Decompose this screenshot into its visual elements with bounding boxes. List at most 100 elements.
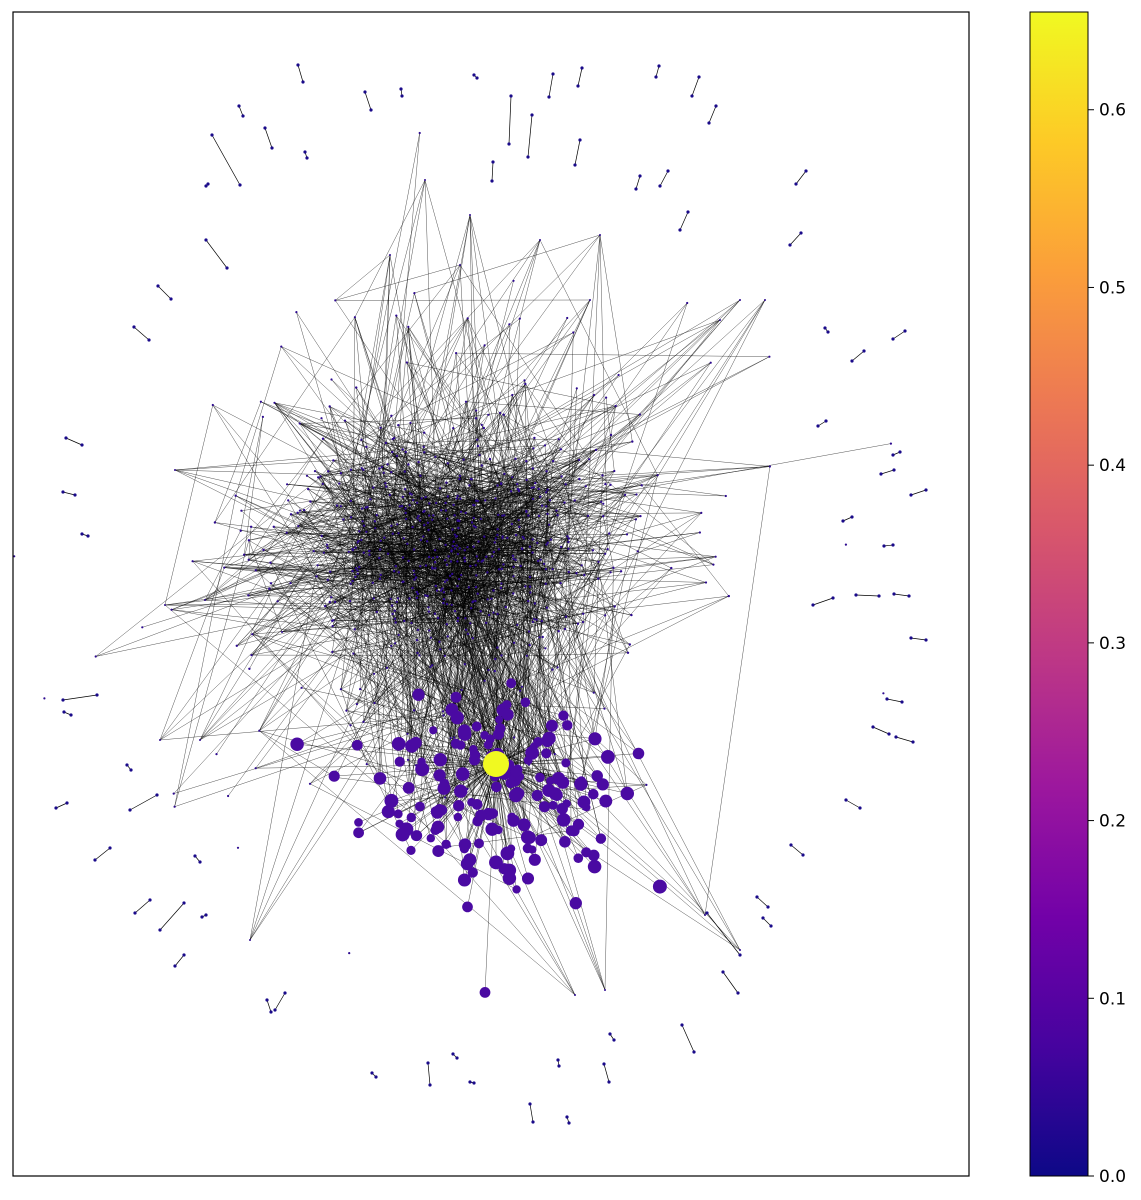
network-node [328,770,340,782]
network-node [415,638,419,642]
network-node [531,551,534,554]
network-node [445,481,448,484]
network-node [924,488,928,492]
network-node [690,94,694,98]
network-node [505,778,516,789]
network-node [539,495,542,498]
network-node [588,788,599,800]
network-node [739,949,741,951]
network-node [544,647,547,650]
network-node [147,338,151,342]
network-node [536,559,540,563]
network-node [736,991,740,995]
network-node [520,830,535,845]
network-node [390,644,393,647]
network-node [148,898,152,902]
network-node [393,436,396,440]
network-node [239,529,242,532]
network-node [591,770,603,782]
network-node [407,559,410,563]
network-node [496,646,499,649]
network-node [406,732,409,735]
network-node [254,767,257,770]
network-node [401,556,405,559]
network-node [569,897,582,910]
network-node [429,665,432,669]
network-node [692,1050,696,1054]
network-node [435,589,439,592]
network-node [612,1038,616,1042]
network-node [444,796,447,799]
network-node [353,628,356,631]
network-node [573,499,576,502]
network-node [578,138,582,142]
network-node [436,616,440,620]
network-node [548,800,558,810]
network-node [374,1075,378,1079]
network-node [510,522,514,526]
network-node [332,619,335,622]
network-node [369,108,373,112]
network-node [556,1058,560,1062]
network-node [524,585,527,588]
network-node [64,436,68,440]
network-node [628,643,631,646]
network-node [502,563,505,566]
network-node [360,467,363,470]
network-node [614,404,617,408]
network-node [592,691,595,694]
network-node [475,76,479,80]
network-node [329,570,332,573]
network-node [533,617,536,621]
network-node [525,478,528,482]
network-node [500,567,503,571]
network-node [437,781,451,795]
network-node [382,471,385,474]
network-node [446,495,450,498]
network-node [249,939,251,941]
network-node [556,666,559,669]
network-node [420,497,423,500]
network-node [436,555,439,559]
network-node [351,548,354,552]
network-node [449,736,452,740]
network-node [531,538,534,541]
network-node [768,465,772,468]
network-node [573,163,577,167]
network-node [564,615,568,618]
network-node [283,991,287,995]
network-node [435,501,438,505]
colorbar-tick-label: 0.6 [1099,101,1126,121]
network-node [640,484,643,487]
network-node [471,721,482,732]
network-node [697,75,701,79]
network-node [891,543,895,547]
network-node [369,498,372,501]
network-node [471,799,483,810]
network-node [850,359,854,363]
network-node [65,801,69,805]
hub-node [483,751,509,777]
network-node [247,558,250,561]
network-node [319,475,322,478]
network-node [416,628,420,632]
network-node [159,739,161,741]
network-node [871,725,875,729]
network-node [345,709,348,712]
network-node [361,520,364,523]
network-node [487,613,491,617]
network-node [533,602,537,605]
network-node [631,440,634,443]
network-node [456,616,460,620]
network-node [393,809,403,819]
network-node [634,187,638,191]
network-node [419,538,423,542]
network-node [639,515,642,518]
network-node [503,514,506,517]
network-node [132,325,136,329]
network-node [894,735,898,739]
network-node [484,499,487,502]
network-node [503,472,506,476]
network-node [599,234,601,236]
network-node [559,835,571,848]
